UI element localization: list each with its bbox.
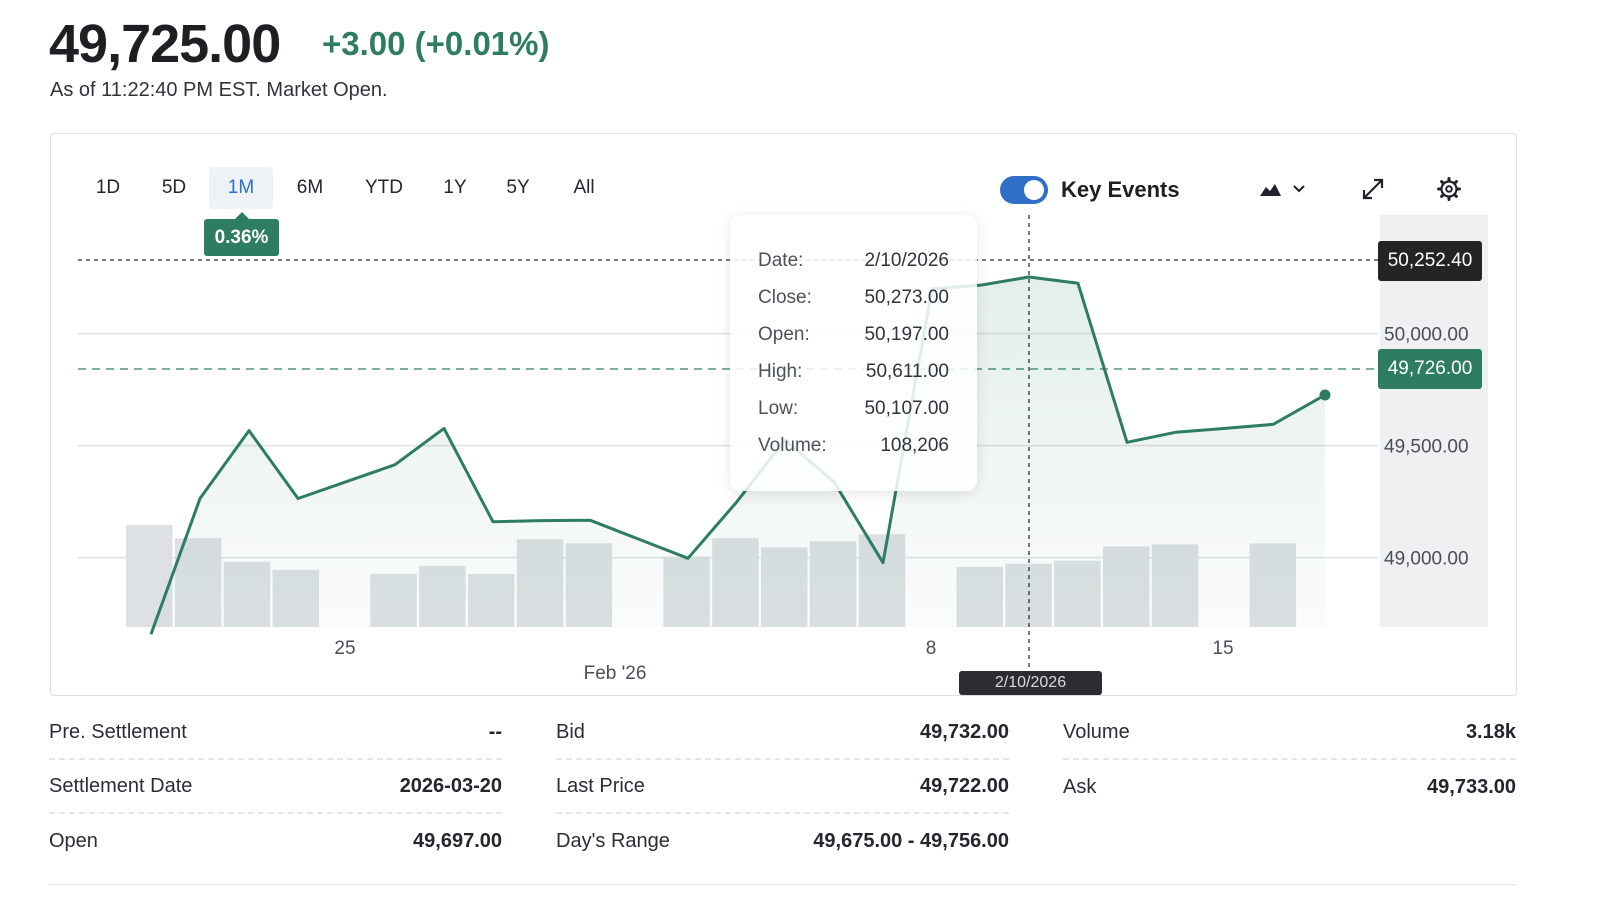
price-area <box>151 277 1325 635</box>
range-tab-5y[interactable]: 5Y <box>506 177 530 198</box>
stat-value: 49,732.00 <box>920 720 1009 743</box>
tooltip-row: Volume: 108,206 <box>758 427 949 464</box>
range-tab-6m[interactable]: 6M <box>296 177 324 198</box>
key-events-toggle[interactable] <box>1000 176 1048 204</box>
stat-value: 49,675.00 - 49,756.00 <box>813 829 1009 852</box>
data-tooltip: Date: 2/10/2026 Close: 50,273.00 Open: 50,197… <box>730 215 977 491</box>
stat-days-range: Day's Range 49,675.00 - 49,756.00 <box>556 814 1009 868</box>
y-tick-label: 49,500.00 <box>1384 437 1469 458</box>
stat-value: 49,697.00 <box>413 829 502 852</box>
x-month-label: Feb '26 <box>584 663 647 684</box>
stat-bid: Bid 49,732.00 <box>556 706 1009 760</box>
stats-column-3: Volume 3.18k Ask 49,733.00 <box>1063 706 1516 814</box>
expand-button[interactable] <box>1356 172 1390 206</box>
stat-label: Pre. Settlement <box>49 720 187 743</box>
stat-value: 49,722.00 <box>920 774 1009 797</box>
quote-change: +3.00 (+0.01%) <box>322 25 550 62</box>
stats-column-1: Pre. Settlement -- Settlement Date 2026-03… <box>49 706 502 868</box>
key-events-label: Key Events <box>1061 177 1180 202</box>
tooltip-value: 108,206 <box>880 435 949 456</box>
stat-settlement-date: Settlement Date 2026-03-20 <box>49 760 502 814</box>
stat-label: Volume <box>1063 720 1130 743</box>
settings-button[interactable] <box>1432 172 1466 206</box>
chevron-down-icon <box>1293 185 1305 193</box>
y-tick-label: 50,000.00 <box>1384 325 1469 346</box>
range-tab-5d[interactable]: 5D <box>161 177 187 198</box>
tooltip-key: Open: <box>758 324 810 345</box>
tooltip-row: Open: 50,197.00 <box>758 316 949 353</box>
range-tab-1y[interactable]: 1Y <box>443 177 467 198</box>
x-tick-label: 25 <box>334 638 355 659</box>
tooltip-row: Low: 50,107.00 <box>758 390 949 427</box>
range-tab-ytd[interactable]: YTD <box>365 177 403 198</box>
range-tab-all[interactable]: All <box>573 177 595 198</box>
hover-price-tag: 50,252.40 <box>1378 241 1482 281</box>
tooltip-value: 50,197.00 <box>864 324 949 345</box>
toggle-knob <box>1024 180 1044 200</box>
x-tick-label: 15 <box>1212 638 1233 659</box>
stat-open: Open 49,697.00 <box>49 814 502 868</box>
stat-value: 49,733.00 <box>1427 775 1516 798</box>
stat-value: 2026-03-20 <box>399 774 502 797</box>
stat-value: 3.18k <box>1465 720 1516 743</box>
stat-label: Open <box>49 829 98 852</box>
last-price-dot <box>1319 389 1331 401</box>
tooltip-key: Volume: <box>758 435 827 456</box>
tooltip-row: Close: 50,273.00 <box>758 279 949 316</box>
quote-timestamp: As of 11:22:40 PM EST. Market Open. <box>50 79 388 101</box>
tooltip-value: 50,107.00 <box>864 398 949 419</box>
tooltip-value: 2/10/2026 <box>864 250 949 271</box>
tooltip-key: High: <box>758 361 803 382</box>
stat-label: Bid <box>556 720 585 743</box>
tooltip-value: 50,611.00 <box>865 361 949 382</box>
tooltip-row: Date: 2/10/2026 <box>758 242 949 279</box>
stat-label: Day's Range <box>556 829 670 852</box>
last-price-tag: 49,726.00 <box>1378 349 1482 389</box>
stat-last-price: Last Price 49,722.00 <box>556 760 1009 814</box>
y-axis-panel <box>1380 215 1488 627</box>
tooltip-key: Low: <box>758 398 799 419</box>
hover-date-tag: 2/10/2026 <box>959 671 1102 695</box>
gear-icon <box>1437 177 1461 201</box>
range-tab-1d[interactable]: 1D <box>95 177 121 198</box>
y-tick-label: 49,000.00 <box>1384 549 1469 570</box>
expand-icon <box>1362 178 1384 200</box>
stats-column-2: Bid 49,732.00 Last Price 49,722.00 Day's R… <box>556 706 1009 868</box>
mountain-chart-icon <box>1260 184 1281 196</box>
tooltip-key: Close: <box>758 287 812 308</box>
range-change-badge: 0.36% <box>204 212 279 256</box>
stat-label: Last Price <box>556 774 645 797</box>
x-tick-label: 8 <box>926 638 937 659</box>
stat-label: Settlement Date <box>49 774 193 797</box>
quote-price: 49,725.00 <box>49 14 281 74</box>
range-tab-1m[interactable]: 1M <box>209 167 273 209</box>
tooltip-key: Date: <box>758 250 804 271</box>
stat-label: Ask <box>1063 775 1097 798</box>
stat-pre-settlement: Pre. Settlement -- <box>49 706 502 760</box>
chart-type-button[interactable] <box>1256 172 1316 206</box>
stats-bottom-divider <box>49 884 1516 885</box>
stat-volume: Volume 3.18k <box>1063 706 1516 760</box>
tooltip-row: High: 50,611.00 <box>758 353 949 390</box>
stat-value: -- <box>488 720 502 743</box>
tooltip-value: 50,273.00 <box>864 287 949 308</box>
stat-ask: Ask 49,733.00 <box>1063 760 1516 814</box>
